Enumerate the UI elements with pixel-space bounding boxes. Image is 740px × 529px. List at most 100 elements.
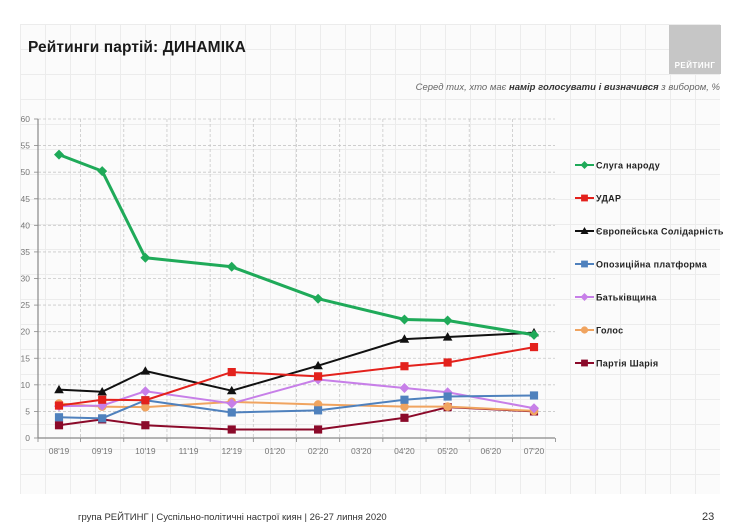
legend-label: Батьківщина	[596, 293, 658, 303]
data-point	[400, 362, 409, 371]
series-1	[54, 343, 539, 410]
x-tick-label: 10'19	[135, 446, 156, 456]
data-point	[54, 384, 64, 394]
footer-text: група РЕЙТИНГ | Суспільно-політичні наст…	[78, 512, 387, 523]
data-point	[442, 315, 453, 326]
data-point	[140, 386, 151, 397]
y-tick-label: 50	[21, 167, 31, 177]
data-point	[54, 421, 64, 430]
legend-item: Голос	[575, 326, 623, 336]
data-point	[399, 314, 410, 325]
y-tick-label: 30	[21, 274, 31, 284]
y-tick-label: 45	[21, 194, 31, 204]
data-point	[98, 414, 107, 423]
series-line	[58, 153, 535, 337]
data-point	[529, 391, 539, 400]
legend-marker	[581, 260, 588, 268]
y-tick-label: 0	[25, 433, 30, 443]
data-point	[226, 385, 237, 395]
legend-label: Слуга народу	[596, 161, 660, 171]
series-line	[58, 346, 535, 407]
data-point	[227, 367, 236, 377]
chart-legend: Слуга народу УДАР Європейська Солідарність…	[575, 161, 724, 369]
page-number: 23	[702, 511, 715, 523]
data-point	[54, 149, 64, 160]
legend-label: УДАР	[596, 194, 621, 204]
data-point	[313, 293, 324, 304]
series-line	[58, 378, 535, 410]
subtitle-bold: намір голосувати і визначився	[508, 82, 659, 93]
data-point	[227, 408, 236, 417]
legend-label: Партія Шарія	[596, 359, 658, 369]
y-tick-label: 60	[21, 114, 31, 124]
x-tick-label: 06'20	[481, 446, 502, 456]
data-point	[442, 332, 453, 341]
series-line	[58, 331, 535, 393]
x-tick-label: 09'19	[92, 446, 113, 456]
data-point	[97, 166, 108, 177]
data-point	[400, 413, 409, 422]
data-point	[529, 343, 539, 352]
data-point	[313, 360, 323, 370]
slide-background	[20, 24, 720, 494]
legend-marker	[581, 359, 588, 367]
y-tick-label: 40	[21, 220, 31, 230]
data-point	[141, 421, 150, 430]
series-line	[58, 394, 535, 420]
x-tick-label: 01'20	[265, 446, 286, 456]
series-3	[54, 391, 539, 423]
y-tick-label: 25	[21, 300, 31, 310]
data-point	[400, 402, 409, 411]
data-point	[54, 401, 64, 410]
legend-marker	[581, 194, 588, 202]
series-0	[54, 149, 539, 340]
y-tick-label: 5	[25, 406, 30, 416]
data-point	[529, 403, 539, 414]
series-line	[58, 400, 535, 412]
legend-label: Голос	[596, 326, 623, 336]
y-tick-label: 35	[21, 247, 31, 257]
subtitle-post: з вибором, %	[658, 82, 720, 93]
legend-label: Опозиційна платформа	[596, 260, 708, 270]
data-point	[226, 398, 237, 409]
data-point	[140, 366, 151, 375]
data-point	[443, 392, 452, 401]
subtitle-pre: Серед тих, хто має	[415, 82, 509, 93]
x-tick-label: 05'20	[437, 446, 458, 456]
legend-marker	[580, 161, 589, 169]
series-4	[54, 374, 539, 414]
y-tick-label: 10	[21, 380, 31, 390]
legend-marker	[580, 227, 589, 234]
x-tick-label: 02'20	[308, 446, 329, 456]
data-point	[529, 329, 539, 340]
chart-grid	[38, 118, 555, 438]
y-tick-label: 55	[21, 141, 31, 151]
data-point	[314, 406, 323, 415]
legend-marker	[580, 326, 589, 334]
x-tick-label: 08'19	[49, 446, 70, 456]
x-tick-label: 11'19	[179, 446, 199, 456]
page-title: Рейтинги партій: ДИНАМІКА	[28, 39, 246, 56]
data-point	[400, 395, 409, 404]
legend-item: Слуга народу	[575, 161, 660, 171]
legend-item: Опозиційна платформа	[575, 260, 708, 270]
chart-subtitle: Серед тих, хто має намір голосувати і ви…	[416, 82, 720, 93]
legend-item: Батьківщина	[575, 293, 658, 303]
data-point	[314, 425, 323, 434]
data-point	[140, 252, 151, 263]
data-point	[399, 383, 410, 394]
legend-item: Європейська Солідарність	[575, 227, 724, 237]
data-point	[141, 396, 150, 405]
series-line	[58, 406, 535, 431]
data-point	[227, 425, 236, 434]
x-tick-label: 12'19	[221, 446, 242, 456]
x-tick-label: 04'20	[394, 446, 415, 456]
legend-marker	[580, 293, 589, 301]
data-point	[443, 358, 452, 367]
rating-logo: РЕЙТИНГ	[669, 25, 721, 74]
legend-item: Партія Шарія	[575, 359, 658, 369]
y-tick-label: 20	[21, 327, 31, 337]
data-point	[97, 386, 107, 396]
logo-text: РЕЙТИНГ	[674, 61, 716, 70]
